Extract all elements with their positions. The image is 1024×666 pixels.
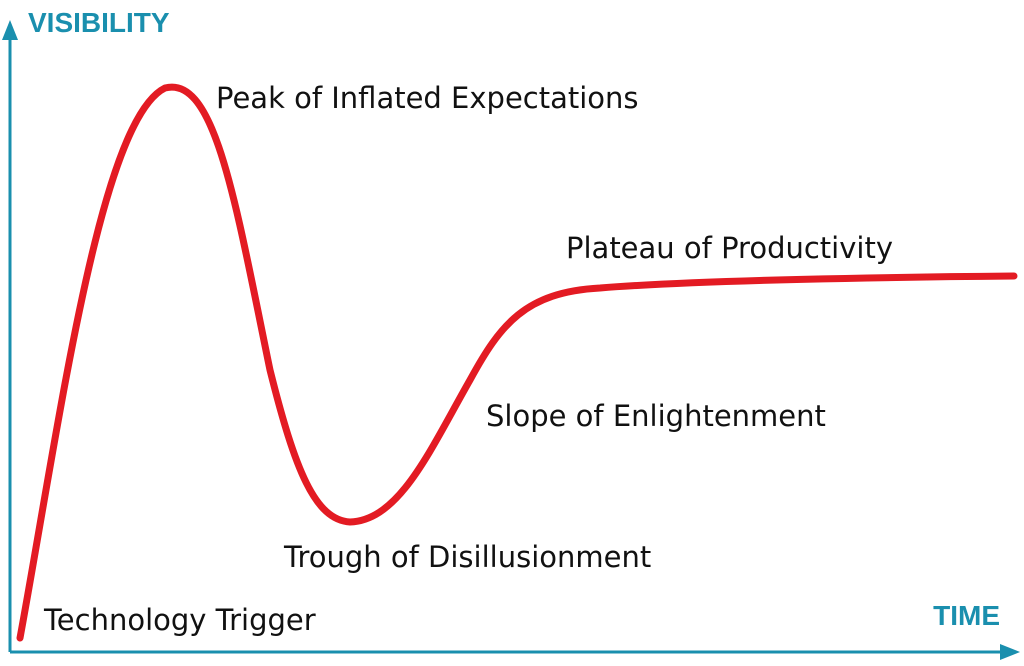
label-slope-of-enlightenment: Slope of Enlightenment xyxy=(486,399,826,433)
label-trough-of-disillusionment: Trough of Disillusionment xyxy=(283,540,651,574)
hype-curve xyxy=(16,83,1018,642)
x-axis-arrowhead xyxy=(1000,644,1020,660)
label-peak-of-inflated-expectations: Peak of Inflated Expectations xyxy=(216,81,639,115)
y-axis-title: VISIBILITY xyxy=(28,7,170,38)
label-plateau-of-productivity: Plateau of Productivity xyxy=(566,231,893,265)
x-axis-title: TIME xyxy=(933,600,1000,631)
y-axis-arrowhead xyxy=(2,20,18,40)
label-technology-trigger: Technology Trigger xyxy=(43,603,316,637)
